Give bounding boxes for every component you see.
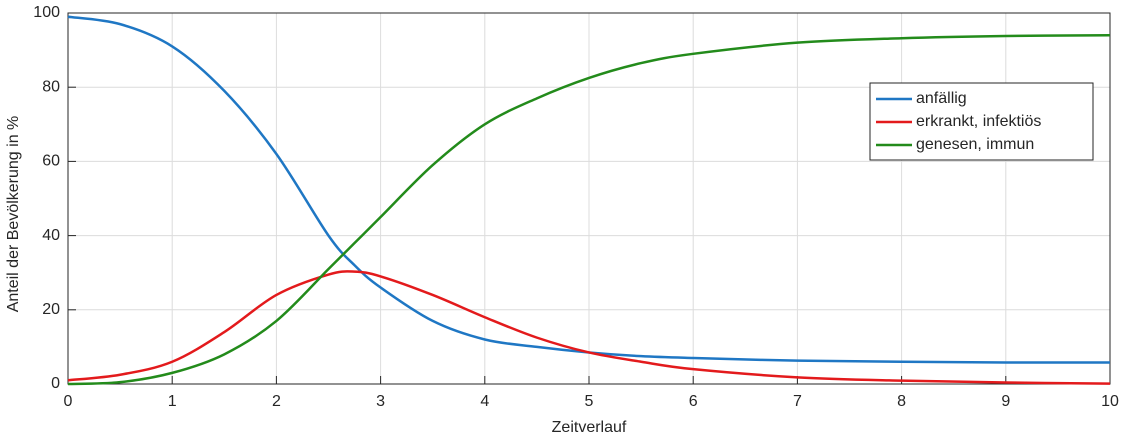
y-axis-label: Anteil der Bevölkerung in % xyxy=(5,116,22,313)
line-series xyxy=(67,15,1111,364)
y-tick-label: 40 xyxy=(42,227,60,244)
legend-label: anfällig xyxy=(916,90,967,107)
y-tick-label: 80 xyxy=(42,78,60,95)
x-tick-label: 1 xyxy=(168,393,177,410)
x-tick-label: 10 xyxy=(1101,393,1119,410)
y-tick-label: 0 xyxy=(51,375,60,392)
plot-frame xyxy=(67,12,1111,385)
x-tick-label: 8 xyxy=(897,393,906,410)
x-tick-label: 6 xyxy=(689,393,698,410)
x-axis-label: Zeitverlauf xyxy=(552,419,627,436)
legend-label: genesen, immun xyxy=(916,136,1034,153)
legend: anfällig erkrankt, infektiös genesen, immu… xyxy=(869,82,1094,161)
x-tick-label: 3 xyxy=(376,393,385,410)
x-tick-label: 0 xyxy=(64,393,73,410)
line-series xyxy=(67,270,1111,385)
x-tick-label: 5 xyxy=(585,393,594,410)
y-tick-label: 60 xyxy=(42,153,60,170)
y-tick-label: 20 xyxy=(42,301,60,318)
x-tick-label: 9 xyxy=(1001,393,1010,410)
x-tick-label: 4 xyxy=(480,393,489,410)
legend-label: erkrankt, infektiös xyxy=(916,113,1041,130)
line-series xyxy=(67,34,1111,386)
y-tick-label: 100 xyxy=(33,4,60,21)
x-tick-label: 7 xyxy=(793,393,802,410)
x-tick-label: 2 xyxy=(272,393,281,410)
